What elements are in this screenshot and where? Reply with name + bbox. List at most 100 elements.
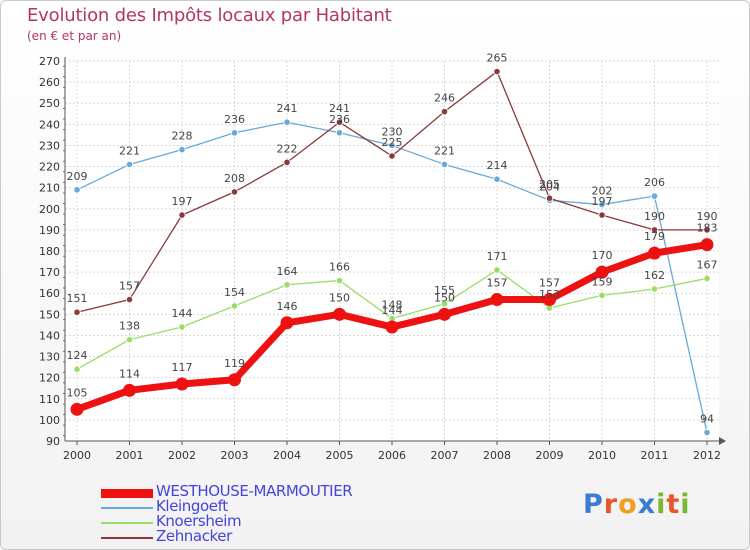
data-label: 105: [67, 386, 88, 399]
data-point: [440, 108, 449, 116]
data-label: 164: [277, 265, 298, 278]
data-point: [440, 300, 449, 308]
y-tick-label: 220: [39, 161, 60, 174]
data-label: 150: [434, 291, 455, 304]
data-label: 221: [434, 144, 455, 157]
y-tick-label: 200: [39, 203, 60, 216]
legend-swatch: [101, 522, 153, 524]
y-tick-label: 130: [39, 351, 60, 364]
data-label: 148: [382, 299, 403, 312]
data-label: 228: [172, 130, 193, 143]
x-tick-label: 2008: [483, 449, 511, 462]
data-point: [125, 295, 134, 304]
data-label: 222: [277, 142, 298, 155]
data-label: 190: [644, 210, 665, 223]
data-point: [230, 129, 239, 137]
chart-title: Evolution des Impôts locaux par Habitant: [27, 5, 392, 26]
data-label: 230: [382, 125, 403, 138]
data-point: [335, 118, 344, 126]
y-tick-label: 210: [39, 182, 60, 195]
data-label: 236: [329, 113, 350, 126]
data-point: [283, 158, 291, 166]
legend-label: WESTHOUSE-MARMOUTIER: [156, 482, 353, 500]
data-label: 166: [329, 261, 350, 274]
data-label: 114: [119, 367, 140, 380]
logo-letter: r: [603, 489, 619, 520]
logo-letter: i: [656, 489, 667, 520]
data-point: [388, 141, 396, 150]
legend-swatch: [101, 507, 153, 509]
data-label: 138: [119, 320, 140, 333]
data-point: [178, 146, 186, 154]
data-label: 146: [277, 300, 298, 313]
data-label: 144: [382, 304, 403, 317]
y-tick-label: 190: [39, 224, 60, 237]
data-point: [650, 285, 659, 293]
data-point: [73, 186, 81, 194]
legend-swatch: [101, 488, 153, 498]
x-tick-label: 2005: [326, 449, 354, 462]
data-label: 225: [382, 136, 403, 149]
data-point: [175, 377, 189, 391]
y-tick-label: 270: [39, 55, 60, 68]
x-tick-label: 2010: [588, 449, 616, 462]
data-point: [73, 365, 81, 373]
data-point: [335, 276, 344, 285]
y-tick-label: 260: [39, 76, 60, 89]
data-label: 183: [697, 222, 718, 235]
data-point: [648, 246, 661, 260]
data-label: 94: [700, 413, 714, 426]
data-point: [125, 160, 134, 169]
chart-subtitle: (en € et par an): [27, 29, 122, 43]
x-tick-label: 2007: [431, 449, 459, 462]
data-label: 144: [172, 307, 193, 320]
data-point: [703, 226, 711, 234]
data-label: 155: [434, 284, 455, 297]
data-point: [493, 175, 501, 183]
data-label: 157: [119, 280, 140, 293]
y-tick-label: 90: [46, 435, 60, 448]
y-tick-label: 100: [39, 414, 60, 427]
data-label: 151: [67, 292, 88, 305]
x-tick-label: 2003: [221, 449, 249, 462]
y-tick-label: 120: [39, 372, 60, 385]
data-point: [650, 192, 659, 200]
x-tick-label: 2011: [641, 449, 669, 462]
data-point: [703, 428, 711, 437]
x-tick-label: 2012: [693, 449, 721, 462]
data-label: 157: [539, 277, 560, 290]
data-point: [598, 291, 606, 299]
data-point: [230, 188, 239, 196]
logo-letter: i: [680, 489, 691, 520]
legend-label: Zehnacker: [156, 527, 232, 545]
data-point: [493, 266, 501, 274]
data-point: [70, 402, 84, 416]
data-label: 197: [172, 195, 193, 208]
data-point: [283, 281, 291, 289]
data-label: 154: [224, 286, 245, 299]
data-label: 162: [644, 269, 665, 282]
data-point: [123, 383, 136, 397]
x-tick-label: 2004: [273, 449, 301, 462]
data-point: [650, 226, 659, 234]
data-label: 208: [224, 172, 245, 185]
data-label: 124: [67, 349, 88, 362]
data-label: 236: [224, 113, 245, 126]
x-tick-label: 2006: [378, 449, 406, 462]
data-point: [700, 238, 714, 252]
x-tick-label: 2001: [116, 449, 144, 462]
data-label: 170: [592, 249, 613, 262]
data-label: 171: [487, 250, 508, 263]
data-point: [543, 293, 556, 307]
data-point: [335, 129, 344, 137]
data-label: 246: [434, 92, 455, 105]
legend-swatch: [101, 537, 153, 539]
data-label: 150: [329, 291, 350, 304]
data-label: 241: [277, 102, 298, 115]
legend-label: Kleingoeft: [156, 497, 228, 515]
data-point: [490, 293, 504, 307]
data-point: [228, 373, 241, 387]
data-label: 159: [592, 275, 613, 288]
proxiti-logo: Proxiti: [583, 489, 691, 520]
data-label: 221: [119, 144, 140, 157]
